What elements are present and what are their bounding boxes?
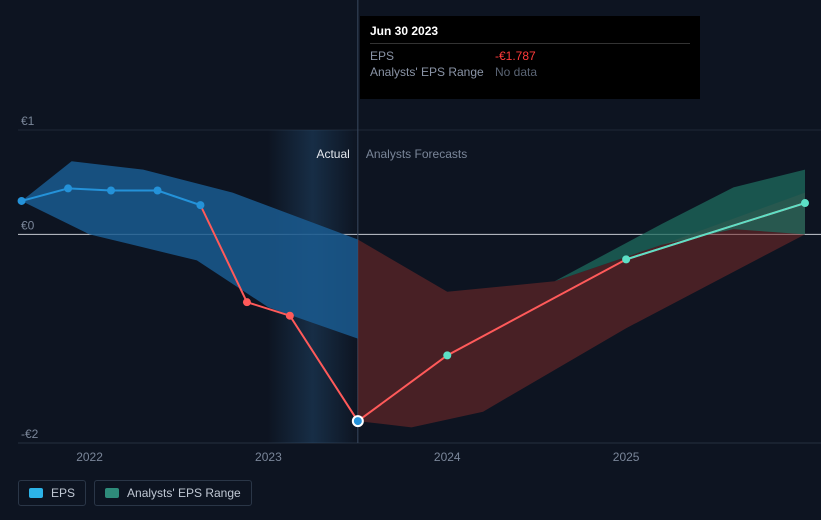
- svg-text:2023: 2023: [255, 450, 282, 464]
- svg-text:Actual: Actual: [316, 147, 349, 161]
- tooltip-eps-value: -€1.787: [495, 49, 536, 63]
- legend-swatch-range: [105, 488, 119, 498]
- svg-text:2025: 2025: [613, 450, 640, 464]
- legend-label-range: Analysts' EPS Range: [127, 486, 241, 500]
- tooltip-date: Jun 30 2023: [370, 24, 690, 44]
- svg-text:€1: €1: [21, 114, 35, 128]
- tooltip-range-label: Analysts' EPS Range: [370, 65, 495, 79]
- svg-text:Analysts Forecasts: Analysts Forecasts: [366, 147, 467, 161]
- tooltip-range-value: No data: [495, 65, 537, 79]
- chart-tooltip: Jun 30 2023 EPS -€1.787 Analysts' EPS Ra…: [360, 16, 700, 99]
- legend-item-range[interactable]: Analysts' EPS Range: [94, 480, 252, 506]
- legend-item-eps[interactable]: EPS: [18, 480, 86, 506]
- legend-swatch-eps: [29, 488, 43, 498]
- legend-label-eps: EPS: [51, 486, 75, 500]
- svg-text:2024: 2024: [434, 450, 461, 464]
- svg-text:-€2: -€2: [21, 427, 39, 441]
- svg-text:2022: 2022: [76, 450, 103, 464]
- tooltip-eps-label: EPS: [370, 49, 495, 63]
- svg-text:€0: €0: [21, 218, 35, 232]
- legend: EPS Analysts' EPS Range: [18, 480, 252, 506]
